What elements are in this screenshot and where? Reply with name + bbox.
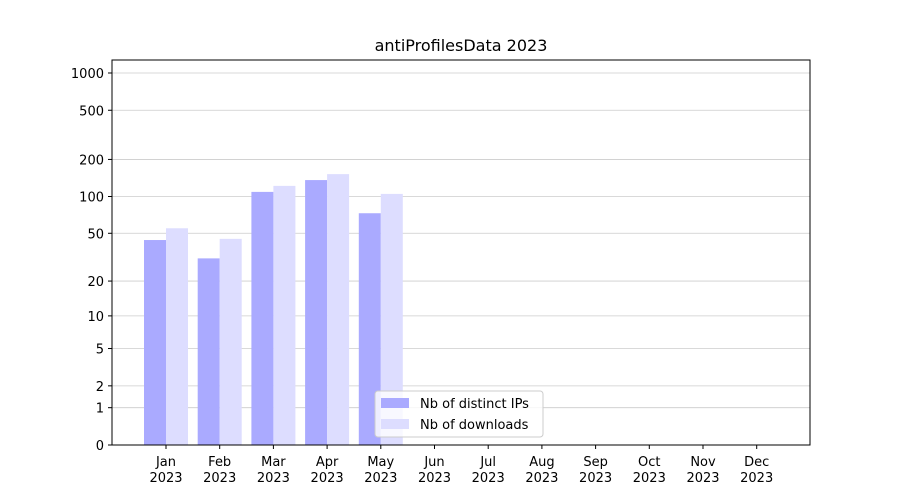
legend-box	[374, 390, 544, 438]
legend-swatch	[381, 419, 409, 429]
bar	[219, 238, 242, 445]
y-tick-label: 10	[87, 310, 104, 325]
y-tick-label: 1	[96, 402, 104, 417]
x-tick-label: Sep 2023	[579, 455, 612, 486]
x-tick-label: Jul 2023	[472, 455, 505, 486]
y-tick-label: 20	[87, 275, 104, 290]
chart-title: antiProfilesData 2023	[375, 36, 548, 55]
legend-label: Nb of distinct IPs	[420, 397, 529, 412]
y-tick-label: 100	[79, 190, 104, 205]
x-tick-label: Nov 2023	[686, 455, 719, 486]
y-tick-label: 1000	[71, 67, 104, 82]
y-tick-label: 200	[79, 153, 104, 168]
bar	[380, 193, 403, 445]
x-tick-label: Dec 2023	[740, 455, 773, 486]
legend: Nb of distinct IPs Nb of downloads	[374, 390, 544, 438]
bar	[273, 185, 296, 445]
bar	[327, 174, 350, 445]
x-tick-label: Mar 2023	[257, 455, 290, 486]
bar	[251, 191, 274, 445]
x-tick-label: May 2023	[364, 455, 397, 486]
plot-frame	[111, 59, 811, 446]
legend-swatch	[381, 398, 409, 408]
y-tick-label: 50	[87, 227, 104, 242]
y-tick-label: 5	[96, 343, 104, 358]
bar	[166, 228, 188, 445]
x-tick-label: Aug 2023	[525, 455, 558, 486]
bar	[197, 258, 220, 445]
x-tick-label: Jun 2023	[418, 455, 451, 486]
x-tick-label: Feb 2023	[203, 455, 236, 486]
y-tick-label: 2	[96, 380, 104, 395]
bar	[358, 213, 381, 445]
x-tick-label: Apr 2023	[311, 455, 344, 486]
x-tick-label: Jan 2023	[149, 455, 182, 486]
legend-label: Nb of downloads	[420, 418, 529, 433]
y-tick-label: 500	[79, 104, 104, 119]
y-tick-label: 0	[96, 439, 104, 454]
bar	[305, 180, 328, 445]
bar	[144, 240, 166, 445]
x-tick-label: Oct 2023	[633, 455, 666, 486]
